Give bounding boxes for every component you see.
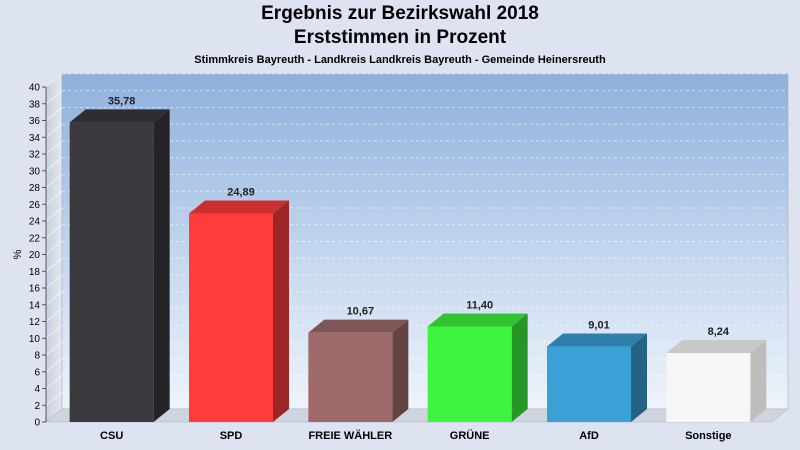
- grid-line-depth: [45, 274, 63, 289]
- y-tick-label: 34: [29, 133, 41, 144]
- category-label: Sonstige: [685, 430, 731, 442]
- grid-line-depth: [45, 241, 63, 255]
- grid-lines: [45, 73, 788, 406]
- bar-top: [189, 200, 289, 214]
- grid-line-depth: [45, 107, 63, 121]
- bar-value-label: 8,24: [708, 326, 730, 338]
- grid-line-depth: [45, 257, 63, 272]
- category-label: FREIE WÄHLER: [308, 429, 392, 442]
- y-tick-label: 6: [34, 367, 40, 378]
- grid-line-depth: [45, 157, 63, 172]
- chart-subtitle: Erststimmen in Prozent: [293, 27, 507, 48]
- y-axis-label: %: [12, 249, 24, 259]
- bar-side: [631, 333, 647, 422]
- grid-line-depth: [45, 140, 63, 155]
- grid-line-depth: [45, 224, 63, 239]
- y-tick-label: 20: [29, 250, 41, 261]
- bar-value-label: 24,89: [227, 187, 255, 199]
- y-tick-label: 10: [29, 334, 41, 345]
- y-tick-label: 12: [29, 317, 41, 328]
- grid-line-depth: [45, 291, 63, 306]
- bar-side: [392, 319, 409, 422]
- bar-value-label: 10,67: [347, 306, 375, 318]
- grid-line-depth: [45, 207, 63, 222]
- y-tick-label: 24: [29, 217, 41, 228]
- y-tick-label: 30: [29, 166, 41, 177]
- category-label: AfD: [579, 430, 599, 442]
- grid-line-depth: [45, 90, 63, 105]
- bar-grüne: 11,40: [427, 300, 528, 422]
- category-label: GRÜNE: [450, 429, 490, 442]
- bar-sonstige: 8,24: [666, 326, 767, 422]
- y-tick-label: 40: [29, 83, 41, 94]
- y-tick-label: 36: [29, 116, 41, 127]
- bar-side: [153, 109, 170, 422]
- chart-title: Ergebnis zur Bezirkswahl 2018: [261, 3, 539, 24]
- y-tick-label: 2: [34, 401, 40, 412]
- bar-side: [750, 339, 767, 422]
- bar-front: [189, 213, 273, 422]
- grid-line-depth: [45, 391, 63, 406]
- y-tick-label: 22: [29, 233, 41, 244]
- category-label: SPD: [220, 430, 243, 442]
- bars: 35,78 24,89 10,67 11,40 9,01 8,24: [69, 95, 767, 422]
- bar-top: [427, 313, 528, 327]
- grid-line-depth: [45, 375, 63, 389]
- y-tick-label: 16: [29, 284, 41, 295]
- bar-front: [547, 346, 631, 422]
- bar-top: [666, 339, 767, 353]
- bar-top: [308, 319, 409, 333]
- bar-side: [273, 200, 289, 422]
- grid-line-depth: [45, 341, 63, 356]
- y-tick-label: 28: [29, 183, 41, 194]
- bar-value-label: 11,40: [466, 300, 493, 312]
- y-tick-label: 18: [29, 267, 41, 278]
- grid-line-depth: [45, 73, 63, 88]
- y-tick-label: 32: [29, 150, 41, 161]
- y-tick-label: 38: [29, 99, 41, 110]
- bar-value-label: 35,78: [108, 95, 136, 107]
- y-tick-label: 8: [34, 351, 40, 362]
- chart-caption: Stimmkreis Bayreuth - Landkreis Landkrei…: [194, 54, 606, 66]
- grid-line-depth: [45, 308, 63, 322]
- bar-csu: 35,78: [69, 95, 170, 422]
- bar-front: [69, 122, 154, 422]
- grid-line-depth: [45, 123, 63, 138]
- category-label: CSU: [100, 430, 123, 442]
- bar-front: [666, 352, 751, 422]
- bar-spd: 24,89: [189, 187, 289, 422]
- y-tick-label: 14: [29, 300, 41, 311]
- category-labels: CSU SPD FREIE WÄHLER GRÜNE AfD Sonstige: [100, 429, 732, 442]
- y-tick-label: 26: [29, 200, 41, 211]
- bar-afd: 9,01: [547, 320, 647, 422]
- grid-line-depth: [45, 174, 63, 188]
- bar-top: [547, 333, 647, 347]
- bar-top: [69, 109, 170, 123]
- grid-line-depth: [45, 358, 63, 373]
- grid-line-depth: [45, 190, 63, 205]
- y-tick-label: 0: [34, 418, 40, 429]
- bar-side: [511, 313, 528, 422]
- bar-front: [308, 332, 393, 422]
- grid-line-depth: [45, 324, 63, 339]
- y-tick-label: 4: [34, 384, 40, 395]
- bar-front: [427, 326, 512, 422]
- bar-value-label: 9,01: [588, 320, 609, 332]
- bar-freie-wähler: 10,67: [308, 306, 409, 422]
